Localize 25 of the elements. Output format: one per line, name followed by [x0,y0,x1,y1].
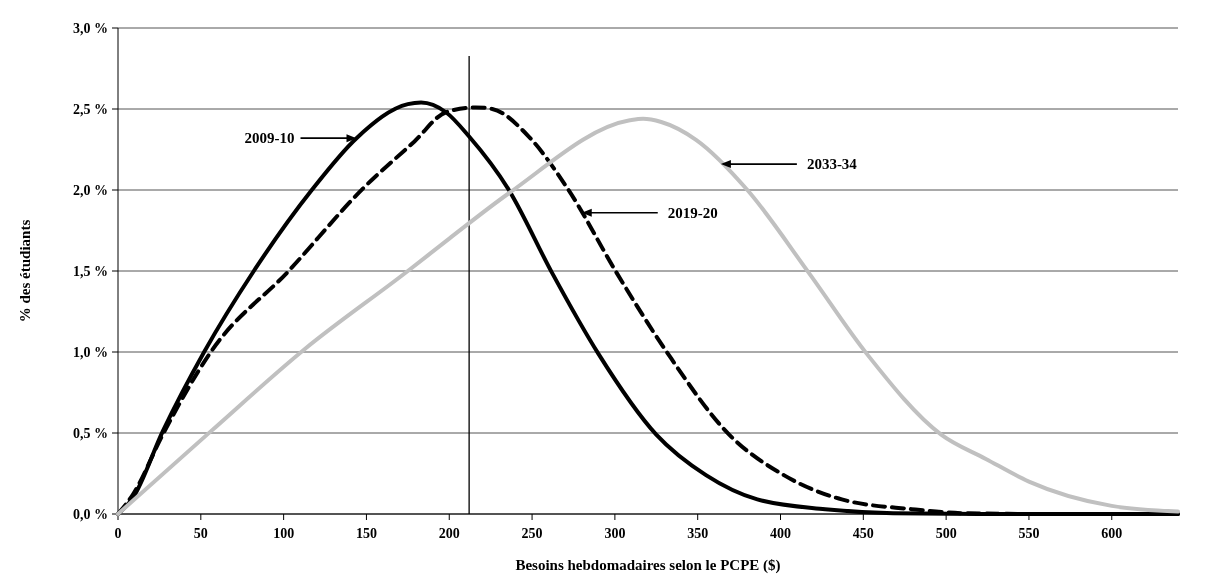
x-tick-label: 300 [604,526,626,541]
x-tick-label: 500 [935,526,957,541]
x-tick-label: 350 [687,526,709,541]
y-tick-label: 2,5 % [73,102,108,117]
annotation: 2033-34 [806,156,858,173]
x-tick-label: 100 [273,526,295,541]
x-tick-label: 450 [852,526,874,541]
y-tick-label: 2,0 % [73,183,108,198]
y-tick-label: 3,0 % [73,21,108,36]
y-tick-label: 0,0 % [73,507,108,522]
x-tick-label: 250 [521,526,543,541]
annotation: 2019-20 [667,204,718,221]
x-tick-label: 150 [355,526,377,541]
y-tick-label: 0,5 % [73,426,108,441]
x-tick-label: 50 [193,526,208,541]
annotation: 2009-10 [244,130,295,147]
y-tick-label: 1,5 % [73,264,108,279]
x-axis-title: Besoins hebdomadaires selon le PCPE ($) [515,557,781,574]
x-tick-label: 550 [1018,526,1040,541]
x-tick-label: 0 [114,526,122,541]
x-tick-label: 200 [438,526,460,541]
y-axis-title: % des étudiants [17,219,33,323]
x-tick-label: 400 [770,526,791,541]
y-tick-label: 1,0 % [73,345,108,360]
x-tick-label: 600 [1101,526,1123,541]
